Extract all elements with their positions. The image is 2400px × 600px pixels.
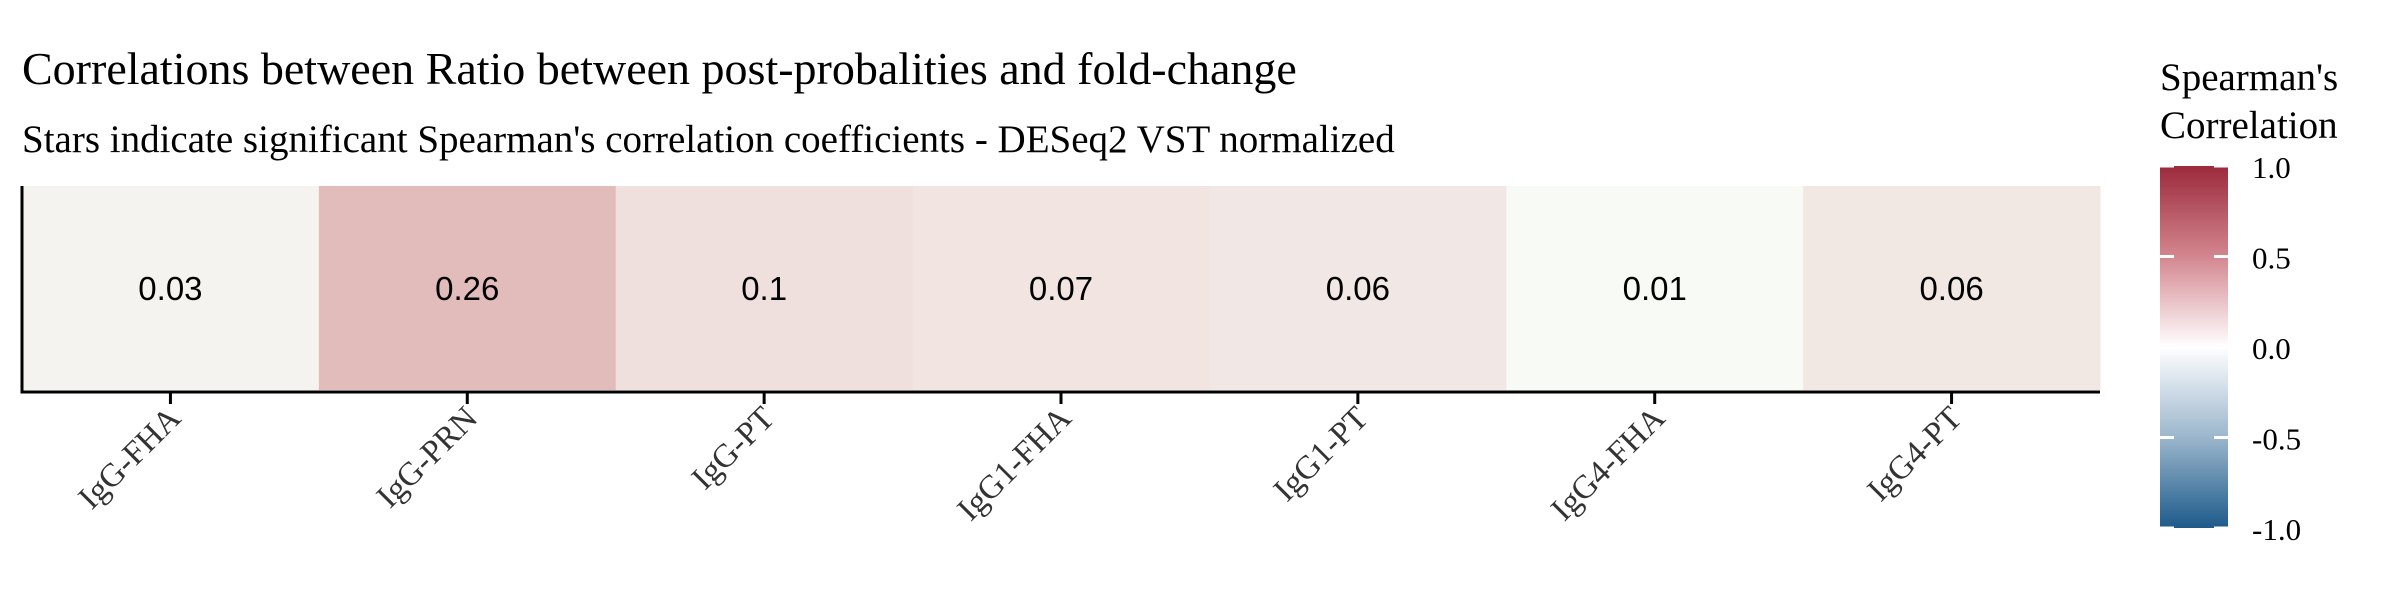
x-tick-label: IgG-PRN [370, 400, 485, 515]
legend-tick-label: 1.0 [2252, 150, 2291, 185]
tile-value-label: 0.07 [1029, 270, 1093, 307]
heatmap-tiles [22, 186, 2101, 390]
legend-tick-label: 0.0 [2252, 331, 2291, 366]
heatmap-tile [615, 186, 914, 390]
legend-tick-label: -1.0 [2252, 512, 2301, 547]
tile-value-label: 0.1 [741, 270, 787, 307]
x-axis-tick-labels: IgG-FHA IgG-PRN IgG-PT IgG1-FHA IgG1-PT IgG4-… [72, 400, 1969, 528]
heatmap-value-labels: 0.03 0.26 0.1 0.07 0.06 0.01 0.06 [138, 270, 1983, 307]
heatmap-tile [1803, 186, 2101, 390]
x-tick-label: IgG4-FHA [1545, 400, 1673, 528]
tile-value-label: 0.03 [138, 270, 202, 307]
x-tick-label: IgG-PT [685, 400, 782, 497]
x-tick-label: IgG4-PT [1861, 400, 1969, 508]
heatmap-tile [22, 186, 320, 390]
tile-value-label: 0.06 [1326, 270, 1390, 307]
heatmap-tile [1209, 186, 1507, 390]
chart-title: Correlations between Ratio between post-… [22, 43, 1297, 94]
color-legend: Spearman's Correlation 1.0 0.5 0.0 -0.5 -1.0 [2160, 56, 2338, 547]
x-tick-label: IgG1-PT [1267, 400, 1375, 508]
x-axis-ticks [168, 392, 1954, 404]
x-tick-label: IgG1-FHA [951, 400, 1079, 528]
legend-tick-label: 0.5 [2252, 241, 2291, 276]
tile-value-label: 0.06 [1919, 270, 1983, 307]
heatmap-tile [912, 186, 1210, 390]
legend-title-line-2: Correlation [2160, 104, 2338, 147]
heatmap-tile [318, 186, 617, 390]
chart-subtitle: Stars indicate significant Spearman's co… [22, 118, 1395, 161]
legend-title-line-1: Spearman's [2160, 56, 2338, 99]
tile-value-label: 0.01 [1623, 270, 1687, 307]
x-tick-label: IgG-FHA [72, 400, 188, 516]
legend-ticks: 1.0 0.5 0.0 -0.5 -1.0 [2160, 150, 2301, 547]
legend-tick-label: -0.5 [2252, 422, 2301, 457]
heatmap-tile [1506, 186, 1804, 390]
tile-value-label: 0.26 [435, 270, 499, 307]
